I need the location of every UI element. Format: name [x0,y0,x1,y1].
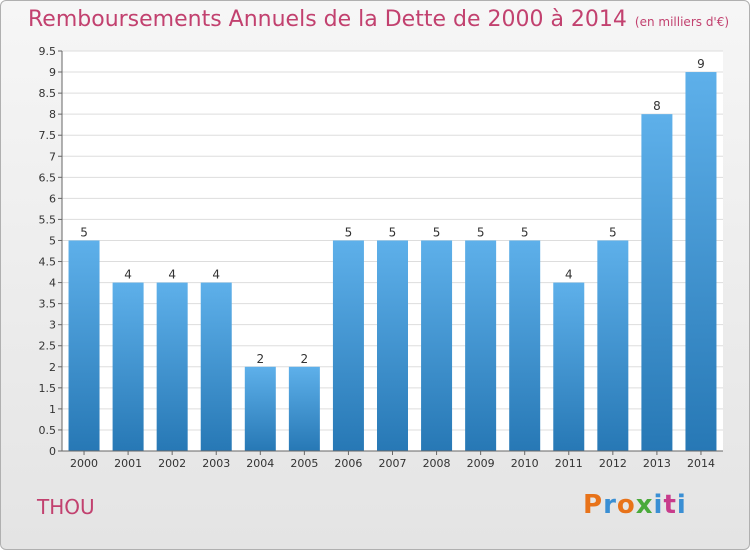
logo-letter: i [676,490,687,520]
logo-letter: t [663,490,677,520]
data-label: 5 [80,225,88,239]
y-tick-label: 4.5 [39,256,57,269]
bar-2001[interactable] [112,282,144,451]
x-tick-label: 2007 [379,457,407,470]
data-label: 4 [124,268,132,282]
y-tick-label: 1.5 [39,382,57,395]
y-tick-label: 0 [49,445,56,458]
data-label: 5 [345,225,353,239]
x-tick-label: 2014 [687,457,715,470]
logo-letter: i [653,490,664,520]
y-tick-label: 8 [49,108,56,121]
x-tick-label: 2000 [70,457,98,470]
bar-2013[interactable] [641,114,673,451]
bar-2012[interactable] [597,240,629,451]
y-tick-label: 7.5 [39,129,57,142]
x-tick-label: 2009 [467,457,495,470]
x-tick-label: 2011 [555,457,583,470]
y-tick-label: 6 [49,192,56,205]
data-label: 4 [212,268,220,282]
chart-title-text: Remboursements Annuels de la Dette de 20… [28,7,627,32]
x-tick-label: 2003 [202,457,230,470]
proxiti-logo[interactable]: Proxiti [583,490,687,520]
bar-2011[interactable] [553,282,585,451]
y-tick-label: 4 [49,277,56,290]
data-label: 8 [653,99,661,113]
y-tick-label: 3 [49,319,56,332]
data-label: 2 [256,352,264,366]
bar-2002[interactable] [156,282,188,451]
x-tick-label: 2010 [511,457,539,470]
bar-2007[interactable] [377,240,408,451]
y-tick-label: 1 [49,403,56,416]
logo-letter: o [616,490,636,520]
bar-2000[interactable] [68,240,100,451]
bar-2005[interactable] [288,366,320,451]
city-name: THOU [37,495,95,519]
data-label: 5 [477,225,485,239]
bar-2003[interactable] [200,282,232,451]
data-label: 5 [433,225,441,239]
logo-letter: x [635,490,654,520]
x-tick-label: 2013 [643,457,671,470]
x-tick-label: 2012 [599,457,627,470]
y-tick-label: 0.5 [39,424,57,437]
y-tick-label: 9.5 [39,45,57,58]
bar-2008[interactable] [421,240,453,451]
x-tick-label: 2002 [158,457,186,470]
x-tick-label: 2004 [246,457,274,470]
x-tick-label: 2008 [423,457,451,470]
x-tick-label: 2001 [114,457,142,470]
y-tick-label: 6.5 [39,171,57,184]
logo-letter: r [603,490,617,520]
y-tick-label: 3.5 [39,298,57,311]
bar-2004[interactable] [244,366,276,451]
x-tick-label: 2006 [334,457,362,470]
y-tick-label: 2.5 [39,340,57,353]
bar-2014[interactable] [685,72,717,451]
data-label: 5 [521,225,529,239]
data-label: 9 [697,57,705,71]
chart-title: Remboursements Annuels de la Dette de 20… [28,7,729,32]
bar-2010[interactable] [509,240,541,451]
bar-2009[interactable] [465,240,497,451]
data-label: 4 [565,268,573,282]
y-tick-label: 5 [49,234,56,247]
x-tick-label: 2005 [290,457,318,470]
y-tick-label: 8.5 [39,87,57,100]
y-tick-label: 7 [49,150,56,163]
y-tick-label: 9 [49,66,56,79]
data-label: 4 [168,268,176,282]
chart-subtitle: (en milliers d'€) [634,15,730,29]
data-label: 5 [389,225,397,239]
logo-letter: P [583,490,604,520]
bar-2006[interactable] [332,240,364,451]
y-tick-label: 5.5 [39,213,57,226]
data-label: 2 [301,352,309,366]
y-tick-label: 2 [49,361,56,374]
data-label: 5 [609,225,617,239]
